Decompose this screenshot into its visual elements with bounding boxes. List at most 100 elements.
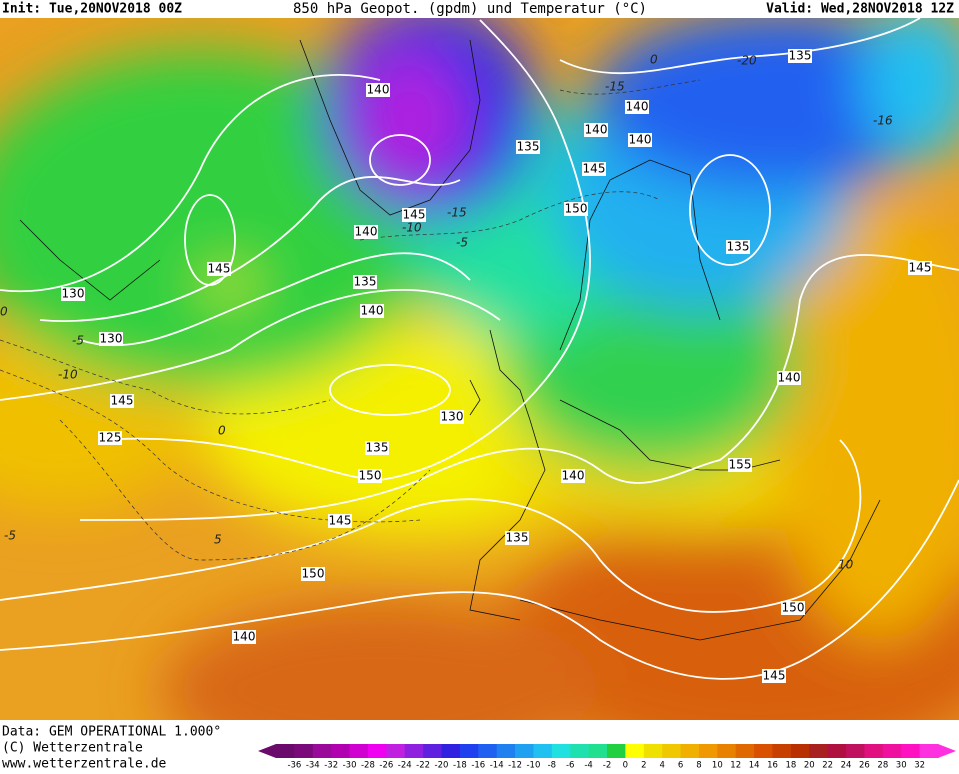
colorbar-swatch	[551, 744, 571, 758]
contour-label-box	[564, 202, 588, 216]
isotherm-label: -16	[873, 114, 893, 128]
colorbar-swatch	[643, 744, 663, 758]
contour-label: 145	[111, 394, 134, 408]
isotherm-label: -15	[447, 206, 467, 220]
colorbar-tick-label: 22	[822, 761, 833, 771]
colorbar-swatch	[809, 744, 829, 758]
isotherm-label: -5	[456, 236, 468, 250]
isotherms	[0, 79, 701, 561]
contour-label-box	[908, 261, 932, 275]
colorbar-swatch	[276, 744, 295, 758]
colorbar-swatch	[827, 744, 847, 758]
colorbar-swatch	[367, 744, 387, 758]
contour-label: 135	[517, 140, 540, 154]
contour-label-box	[505, 531, 529, 545]
contour-label-box	[788, 49, 812, 63]
colorbar-tick-label: -14	[490, 761, 504, 771]
colorbar-swatch	[882, 744, 902, 758]
contour-label: 140	[626, 100, 649, 114]
colorbar-swatch	[515, 744, 534, 758]
coastlines	[19, 39, 881, 641]
colorbar-swatch	[496, 744, 516, 758]
contour-label-box	[354, 225, 378, 239]
contour-label: 135	[366, 441, 389, 455]
init-time: Init: Tue,20NOV2018 00Z	[2, 2, 182, 17]
colorbar-tick-label: 28	[877, 761, 888, 771]
contour-label: 140	[361, 304, 384, 318]
contour-label-box	[561, 469, 585, 483]
contour-label: 145	[583, 162, 606, 176]
contour-label-box	[628, 133, 652, 147]
colorbar-swatch	[349, 744, 369, 758]
colorbar-tick-label: 24	[841, 761, 852, 771]
isotherm-label: 0	[650, 53, 658, 67]
isotherm-label: -10	[58, 368, 78, 382]
colorbar-tick-label: 12	[730, 761, 741, 771]
contour-label: 140	[367, 83, 390, 97]
isotherm-label: -10	[402, 221, 422, 235]
contour-label-box	[625, 100, 649, 114]
contour-label-box	[582, 162, 606, 176]
colorbar-swatch	[533, 744, 553, 758]
colorbar-tick-label: -18	[453, 761, 467, 771]
colorbar-tick-label: 16	[767, 761, 778, 771]
isotherm-label: 0	[0, 305, 8, 319]
isotherm-label: -5	[72, 334, 84, 348]
isotherm-label: -20	[737, 54, 757, 68]
colorbar-swatch	[680, 744, 700, 758]
contour-label: 125	[99, 431, 122, 445]
contour-label: 135	[789, 49, 812, 63]
contour-label-box	[98, 431, 122, 445]
valid-time: Valid: Wed,28NOV2018 12Z	[766, 2, 954, 17]
colorbar-arrow-right	[938, 744, 956, 758]
colorbar-tick-label: 0	[623, 761, 628, 771]
contour-label-box	[232, 630, 256, 644]
colorbar-swatch	[735, 744, 755, 758]
contour-label-box	[584, 123, 608, 137]
isotherm-label: 5	[214, 533, 222, 547]
colorbar-swatch	[625, 744, 645, 758]
colorbar-swatch	[754, 744, 773, 758]
copyright: (C) Wetterzentrale	[2, 741, 143, 756]
colorbar-tick-label: -32	[324, 761, 338, 771]
colorbar-swatch	[441, 744, 461, 758]
contour-label-box	[781, 601, 805, 615]
contour-label: 155	[729, 458, 752, 472]
colorbar-tick-label: -30	[343, 761, 357, 771]
isotherm-label: -15	[605, 80, 625, 94]
data-source: Data: GEM OPERATIONAL 1.000°	[2, 725, 221, 740]
colorbar-tick-label: -6	[566, 761, 574, 771]
contour-label: 140	[629, 133, 652, 147]
contour-label: 135	[506, 531, 529, 545]
contour-label: 130	[100, 332, 123, 346]
colorbar-swatch	[901, 744, 921, 758]
colorbar-swatch	[772, 744, 792, 758]
colorbar-arrow-left	[258, 744, 276, 758]
contour-label-box	[726, 240, 750, 254]
contour-label: 150	[302, 567, 325, 581]
contour-label-box	[61, 287, 85, 301]
colorbar-swatch	[919, 744, 939, 758]
contour-label: 135	[354, 275, 377, 289]
colorbar-swatch	[312, 744, 332, 758]
colorbar-tick-label: 14	[749, 761, 760, 771]
colorbar-swatch	[386, 744, 406, 758]
colorbar-tick-label: 32	[914, 761, 925, 771]
contour-label-box	[365, 441, 389, 455]
geopotential-contours	[0, 18, 959, 680]
contour-label-box	[360, 304, 384, 318]
colorbar-tick-label: -36	[287, 761, 301, 771]
contour-label-box	[110, 394, 134, 408]
colorbar-tick-label: 10	[712, 761, 723, 771]
isotherm-label: 10	[838, 558, 854, 572]
contour-label-box	[516, 140, 540, 154]
colorbar-tick-label: -20	[435, 761, 449, 771]
colorbar-tick-label: -22	[416, 761, 430, 771]
colorbar-swatch	[588, 744, 608, 758]
contour-label-box	[207, 262, 231, 276]
colorbar-tick-label: 30	[896, 761, 907, 771]
contour-label: 140	[778, 371, 801, 385]
contour-label: 150	[782, 601, 805, 615]
contour-label-box	[440, 410, 464, 424]
